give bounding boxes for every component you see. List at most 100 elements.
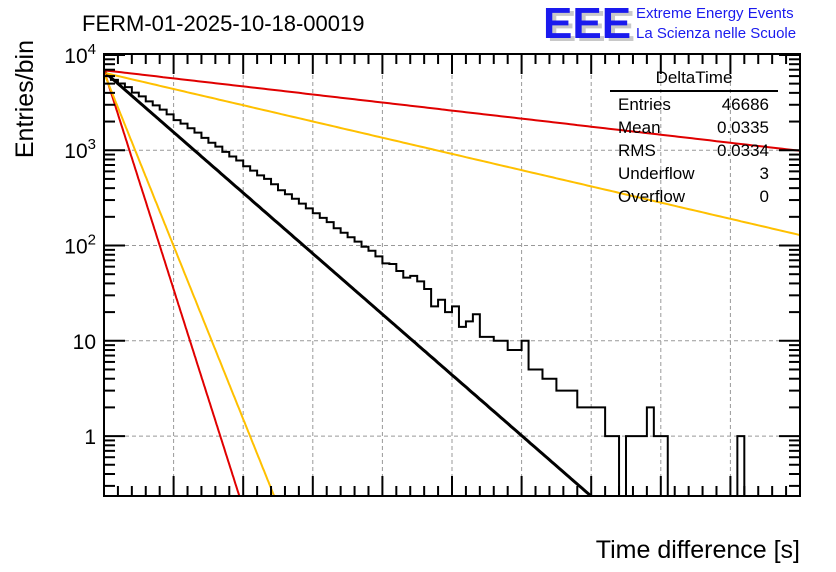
histogram-bin: [522, 341, 529, 496]
histogram-bin: [243, 166, 250, 496]
curve-yellow-fast: [104, 72, 288, 496]
histogram-bin: [160, 110, 167, 496]
histogram-bin: [111, 80, 118, 496]
histogram-bin: [529, 369, 536, 496]
histogram-bin: [215, 147, 222, 496]
histogram-bin: [327, 222, 334, 496]
y-tick-label-base: 10: [64, 140, 87, 163]
histogram-bin: [480, 337, 487, 496]
histogram-bin: [661, 436, 668, 496]
stats-value-rms: 0.0334: [717, 141, 769, 160]
curve-red-slow: [104, 69, 800, 152]
stats-box: DeltaTime Entries 46686 Mean 0.0335 RMS 0.033…: [610, 68, 778, 206]
histogram-bin: [417, 281, 424, 496]
histogram-bin: [334, 228, 341, 496]
histogram-bin: [396, 271, 403, 496]
logo-line1: Extreme Energy Events: [636, 5, 794, 22]
y-tick-label: 103: [64, 136, 96, 163]
logo-line2: La Scienza nelle Scuole: [636, 25, 796, 42]
y-tick-label-exponent: 2: [88, 232, 96, 249]
histogram-bin: [264, 179, 271, 496]
histogram-bin: [382, 263, 389, 496]
histogram-bin: [466, 321, 473, 496]
stats-value-entries: 46686: [722, 95, 769, 114]
curve-red-fast: [104, 70, 251, 496]
y-tick-label-exponent: 3: [88, 136, 96, 153]
histogram-bin: [403, 278, 410, 496]
histogram-bin: [584, 407, 591, 496]
histogram-bin: [515, 350, 522, 496]
histogram-bin: [389, 264, 396, 496]
stats-label-entries: Entries: [618, 95, 671, 114]
histogram-bin: [229, 156, 236, 496]
histogram-bin: [605, 436, 612, 496]
y-tick-label: 1: [84, 426, 96, 449]
y-tick-label-base: 10: [73, 331, 96, 354]
x-axis-title: Time difference [s]: [596, 536, 800, 564]
histogram-bin: [473, 314, 480, 496]
y-tick-label: 104: [64, 41, 96, 68]
curve-yellow-slow: [104, 71, 800, 237]
histogram-bin: [633, 436, 640, 496]
stats-label-mean: Mean: [618, 118, 661, 137]
histogram-bin: [563, 391, 570, 496]
histogram-bin: [459, 327, 466, 496]
histogram-bin: [549, 379, 556, 496]
y-tick-label: 102: [64, 232, 96, 259]
grid-lines: [104, 54, 800, 496]
histogram-bin: [104, 75, 111, 496]
histogram-bin: [647, 407, 654, 496]
y-tick-label-base: 10: [64, 236, 87, 259]
histogram-bin: [118, 83, 125, 496]
stats-value-mean: 0.0335: [717, 118, 769, 137]
stats-label-underflow: Underflow: [618, 164, 695, 183]
histogram-bin: [598, 407, 605, 496]
histogram-bin: [591, 407, 598, 496]
y-axis-title: Entries/bin: [11, 40, 39, 158]
histogram-bin: [285, 194, 292, 496]
y-tick-label-exponent: 4: [88, 41, 96, 58]
histogram-bin: [236, 161, 243, 496]
curve-fit: [104, 70, 593, 496]
histogram-bin: [368, 251, 375, 496]
histogram-bin: [341, 233, 348, 496]
histogram-bin: [487, 337, 494, 496]
histogram-bin: [577, 407, 584, 496]
histogram-bin: [153, 105, 160, 496]
stats-value-overflow: 0: [760, 187, 769, 206]
histogram-bin: [438, 300, 445, 496]
histogram-bin: [208, 143, 215, 496]
histogram-bin: [188, 128, 195, 496]
histogram-bin: [556, 391, 563, 496]
histogram-outline: [103, 74, 800, 497]
histogram-bin: [362, 247, 369, 496]
histogram-bin: [167, 114, 174, 496]
stats-name: DeltaTime: [656, 68, 733, 87]
stats-value-underflow: 3: [760, 164, 769, 183]
histogram-bin: [626, 436, 633, 496]
y-tick-label-base: 10: [64, 45, 87, 68]
stats-label-rms: RMS: [618, 141, 656, 160]
histogram-bin: [271, 184, 278, 496]
chart-title: FERM-01-2025-10-18-00019: [82, 11, 365, 36]
histogram-bin: [431, 306, 438, 496]
histogram: [103, 74, 800, 497]
histogram-bin: [536, 369, 543, 496]
eee-logo: EEE EEE Extreme Energy Events La Scienza…: [543, 0, 796, 51]
histogram-bin: [640, 436, 647, 496]
histogram-bin: [348, 237, 355, 496]
histogram-bin: [410, 276, 417, 496]
histogram-bin: [257, 175, 264, 496]
histogram-bin: [654, 436, 661, 496]
histogram-bin: [181, 124, 188, 496]
logo-mark-shadow: EEE: [547, 2, 635, 51]
histogram-bin: [355, 242, 362, 496]
y-tick-label: 10: [73, 331, 96, 354]
histogram-bin: [612, 436, 619, 496]
histogram-bin: [445, 312, 452, 496]
histogram-bin: [424, 289, 431, 496]
histogram-bin: [452, 306, 459, 496]
y-tick-label-base: 1: [84, 426, 96, 449]
